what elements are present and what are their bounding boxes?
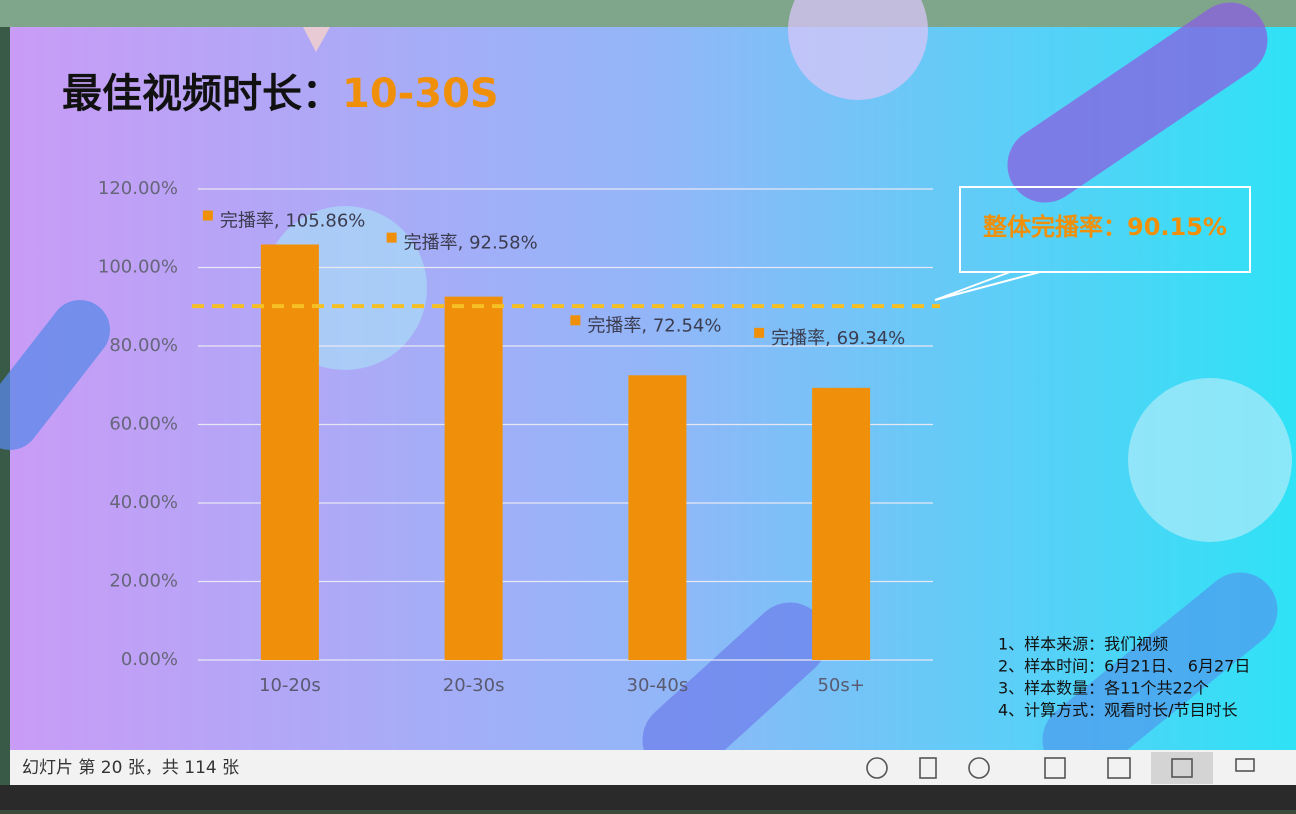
bar bbox=[444, 296, 503, 660]
note-line: 3、样本数量：各11个共22个 bbox=[998, 679, 1209, 698]
backdrop bbox=[0, 0, 1296, 27]
reading-icon bbox=[1171, 758, 1193, 778]
bar bbox=[628, 375, 687, 660]
note-line: 1、样本来源：我们视频 bbox=[998, 635, 1168, 654]
decoration bbox=[0, 0, 1292, 778]
label-key bbox=[570, 315, 581, 326]
y-tick-label: 60.00% bbox=[109, 414, 178, 435]
slide-counter: 幻灯片 第 20 张，共 114 张 bbox=[22, 758, 239, 778]
label-key bbox=[202, 210, 213, 221]
x-tick-label: 10-20s bbox=[259, 675, 321, 696]
note-line: 2、样本时间：6月21日、 6月27日 bbox=[998, 657, 1250, 676]
menu-button[interactable] bbox=[919, 757, 937, 779]
y-tick-label: 80.00% bbox=[109, 335, 178, 356]
bar bbox=[260, 244, 319, 660]
notes: 1、样本来源：我们视频 2、样本时间：6月21日、 6月27日 3、样本数量：各11… bbox=[998, 635, 1250, 720]
y-tick-label: 100.00% bbox=[98, 257, 178, 278]
x-tick-label: 30-40s bbox=[627, 675, 689, 696]
status-icons bbox=[866, 752, 1255, 784]
label-key bbox=[386, 232, 397, 243]
y-tick-label: 120.00% bbox=[98, 178, 178, 199]
reference-label: 整体完播率：90.15% bbox=[983, 213, 1227, 241]
callout-box bbox=[959, 186, 1251, 273]
data-label: 完播率, 69.34% bbox=[771, 328, 905, 349]
note-line: 4、计算方式：观看时长/节目时长 bbox=[998, 701, 1238, 720]
data-label: 完播率, 72.54% bbox=[587, 315, 721, 336]
title-highlight: 10-30S bbox=[342, 71, 499, 117]
slide-title: 最佳视频时长：10-30S bbox=[62, 71, 499, 117]
y-tick-label: 40.00% bbox=[109, 492, 178, 513]
slideshow-button[interactable] bbox=[1235, 758, 1255, 772]
x-tick-label: 20-30s bbox=[443, 675, 505, 696]
x-tick-label: 50s+ bbox=[817, 675, 864, 696]
y-tick-label: 0.00% bbox=[121, 649, 178, 670]
bar bbox=[812, 387, 871, 660]
chart: 0.00% 20.00% 40.00% 60.00% 80.00% 100.00% 120.… bbox=[98, 178, 940, 696]
reading-view[interactable] bbox=[1151, 752, 1213, 784]
status-bar bbox=[10, 750, 1296, 785]
normal-view[interactable] bbox=[1044, 757, 1066, 779]
data-label: 完播率, 92.58% bbox=[404, 233, 538, 254]
data-label: 完播率, 105.86% bbox=[220, 210, 366, 231]
title-text: 最佳视频时长： bbox=[62, 71, 342, 117]
backdrop bbox=[0, 785, 1296, 810]
prev-button[interactable] bbox=[866, 757, 888, 779]
callout-pointer bbox=[934, 271, 1041, 301]
next-button[interactable] bbox=[968, 757, 990, 779]
label-key bbox=[754, 327, 765, 338]
y-tick-label: 20.00% bbox=[109, 571, 178, 592]
sorter-view[interactable] bbox=[1107, 757, 1131, 779]
